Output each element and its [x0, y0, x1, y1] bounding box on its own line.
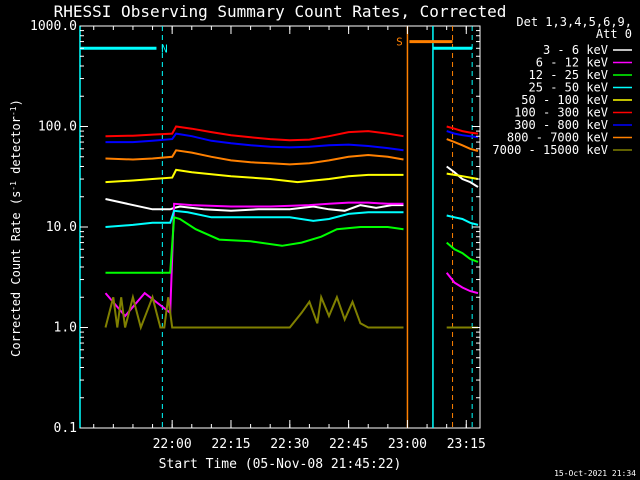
- chart-title: RHESSI Observing Summary Count Rates, Co…: [54, 2, 507, 21]
- legend-label: 25 - 50 keV: [529, 81, 608, 95]
- y-axis: 0.1 1.0 10.0 100.0 1000.0: [30, 19, 480, 436]
- plot-frame: [79, 25, 481, 429]
- x-tick-label: 22:45: [329, 437, 368, 452]
- series-line: [104, 201, 404, 318]
- series-line: [104, 293, 404, 331]
- annotation-label: S: [396, 36, 403, 49]
- y-axis-label-part: Corrected Count Rate (s: [9, 191, 23, 357]
- legend-label: 300 - 800 keV: [514, 118, 608, 132]
- y-tick-label: 100.0: [38, 120, 77, 135]
- legend-label: 7000 - 15000 keV: [492, 143, 608, 157]
- x-tick-label: 22:30: [270, 437, 309, 452]
- y-axis-label-part: detector: [9, 116, 23, 181]
- y-axis-label-exponent: -1: [9, 181, 18, 191]
- series-line: [105, 215, 404, 274]
- series-line: [446, 172, 479, 180]
- series-line: [446, 125, 479, 135]
- legend-header: Det 1,3,4,5,6,9,: [516, 15, 632, 29]
- series-line: [446, 241, 479, 263]
- series-line: [105, 168, 404, 184]
- legend-label: 6 - 12 keV: [536, 56, 608, 70]
- series-line: [446, 130, 479, 139]
- y-axis-label-part: ): [9, 99, 23, 106]
- x-tick-label: 22:15: [211, 437, 250, 452]
- x-tick-label: 23:15: [447, 437, 486, 452]
- legend-label: 50 - 100 keV: [521, 93, 608, 107]
- annotation-label: N: [161, 42, 168, 55]
- legend-header: Att 0: [596, 27, 632, 41]
- x-axis: 22:00 22:15 22:30 22:45 23:00 23:15: [93, 26, 486, 452]
- y-tick-label: 1000.0: [30, 19, 77, 34]
- y-axis-label: Corrected Count Rate (s-1 detector-1): [9, 99, 24, 357]
- legend-label: 3 - 6 keV: [543, 43, 608, 57]
- series-line: [446, 138, 479, 152]
- series-line: [105, 209, 404, 228]
- timestamp-footer: 15-Oct-2021 21:34: [554, 469, 636, 478]
- x-tick-label: 22:00: [153, 437, 192, 452]
- x-tick-label: 23:00: [388, 437, 427, 452]
- legend-label: 12 - 25 keV: [529, 68, 608, 82]
- y-tick-label: 0.1: [54, 421, 77, 436]
- series-line: [105, 198, 404, 212]
- series-line: [445, 272, 479, 295]
- series-line: [105, 132, 404, 152]
- y-tick-label: 10.0: [46, 220, 77, 235]
- series-line: [105, 149, 404, 166]
- y-tick-label: 1.0: [54, 321, 77, 336]
- legend-label: 100 - 300 keV: [514, 106, 608, 120]
- y-axis-label-exponent: -1: [9, 106, 18, 116]
- legend-label: 800 - 7000 keV: [507, 131, 608, 145]
- series-line: [105, 125, 404, 142]
- plot-area: NS: [79, 25, 481, 429]
- series-line: [446, 214, 479, 226]
- x-axis-label: Start Time (05-Nov-08 21:45:22): [159, 457, 402, 472]
- series-line: [446, 165, 479, 188]
